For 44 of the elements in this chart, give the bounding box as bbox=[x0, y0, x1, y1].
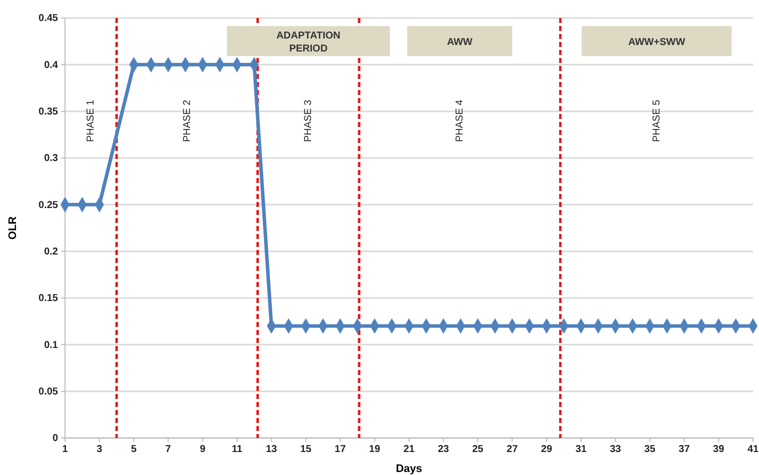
y-tick-label: 0.3 bbox=[44, 153, 58, 164]
x-tick-label: 19 bbox=[369, 444, 381, 456]
annotation: PHASE 2 bbox=[182, 99, 193, 142]
annotation: AWW+SWW bbox=[628, 37, 686, 48]
annotation: PHASE 5 bbox=[651, 99, 662, 142]
annotation: PHASE 1 bbox=[85, 99, 96, 142]
x-tick-label: 41 bbox=[747, 444, 759, 456]
label-box: AWW bbox=[407, 26, 512, 56]
y-tick-label: 0.2 bbox=[44, 246, 58, 258]
x-tick-label: 27 bbox=[506, 444, 518, 456]
x-tick-label: 37 bbox=[678, 444, 690, 456]
y-tick-label: 0 bbox=[52, 433, 58, 444]
x-tick-label: 7 bbox=[165, 444, 172, 456]
y-axis-title: OLR bbox=[7, 216, 19, 240]
y-tick-label: 0.25 bbox=[38, 200, 58, 211]
x-tick-label: 1 bbox=[62, 444, 68, 456]
y-tick-label: 0.1 bbox=[44, 340, 58, 351]
x-tick-label: 9 bbox=[200, 444, 206, 456]
y-tick-label: 0.45 bbox=[38, 13, 58, 24]
annotation: ADAPTATION PERIOD bbox=[276, 30, 340, 55]
x-axis-title: Days bbox=[396, 463, 422, 475]
x-tick-label: 35 bbox=[644, 444, 656, 456]
y-tick-label: 0.35 bbox=[38, 106, 58, 118]
label-box: ADAPTATION PERIOD bbox=[226, 26, 390, 56]
x-tick-label: 25 bbox=[472, 444, 484, 456]
x-tick-label: 21 bbox=[403, 444, 415, 456]
x-tick-label: 17 bbox=[334, 444, 346, 456]
annotation: AWW bbox=[446, 37, 474, 48]
y-tick-label: 0.05 bbox=[38, 386, 58, 398]
y-tick-label: 0.4 bbox=[44, 60, 58, 71]
x-tick-label: 39 bbox=[713, 444, 725, 456]
x-tick-label: 23 bbox=[438, 444, 450, 456]
x-tick-label: 3 bbox=[96, 444, 103, 456]
annotation: PHASE 4 bbox=[454, 99, 466, 142]
x-tick-label: 31 bbox=[575, 444, 587, 456]
x-tick-label: 13 bbox=[266, 444, 278, 456]
label-box: AWW+SWW bbox=[582, 26, 732, 56]
x-tick-label: 33 bbox=[610, 444, 622, 456]
x-tick-label: 11 bbox=[232, 444, 243, 456]
x-tick-label: 5 bbox=[131, 444, 138, 456]
y-tick-label: 0.15 bbox=[38, 293, 58, 304]
annotation: PHASE 3 bbox=[303, 99, 314, 142]
x-tick-label: 15 bbox=[300, 444, 312, 456]
x-tick-label: 29 bbox=[541, 444, 553, 456]
